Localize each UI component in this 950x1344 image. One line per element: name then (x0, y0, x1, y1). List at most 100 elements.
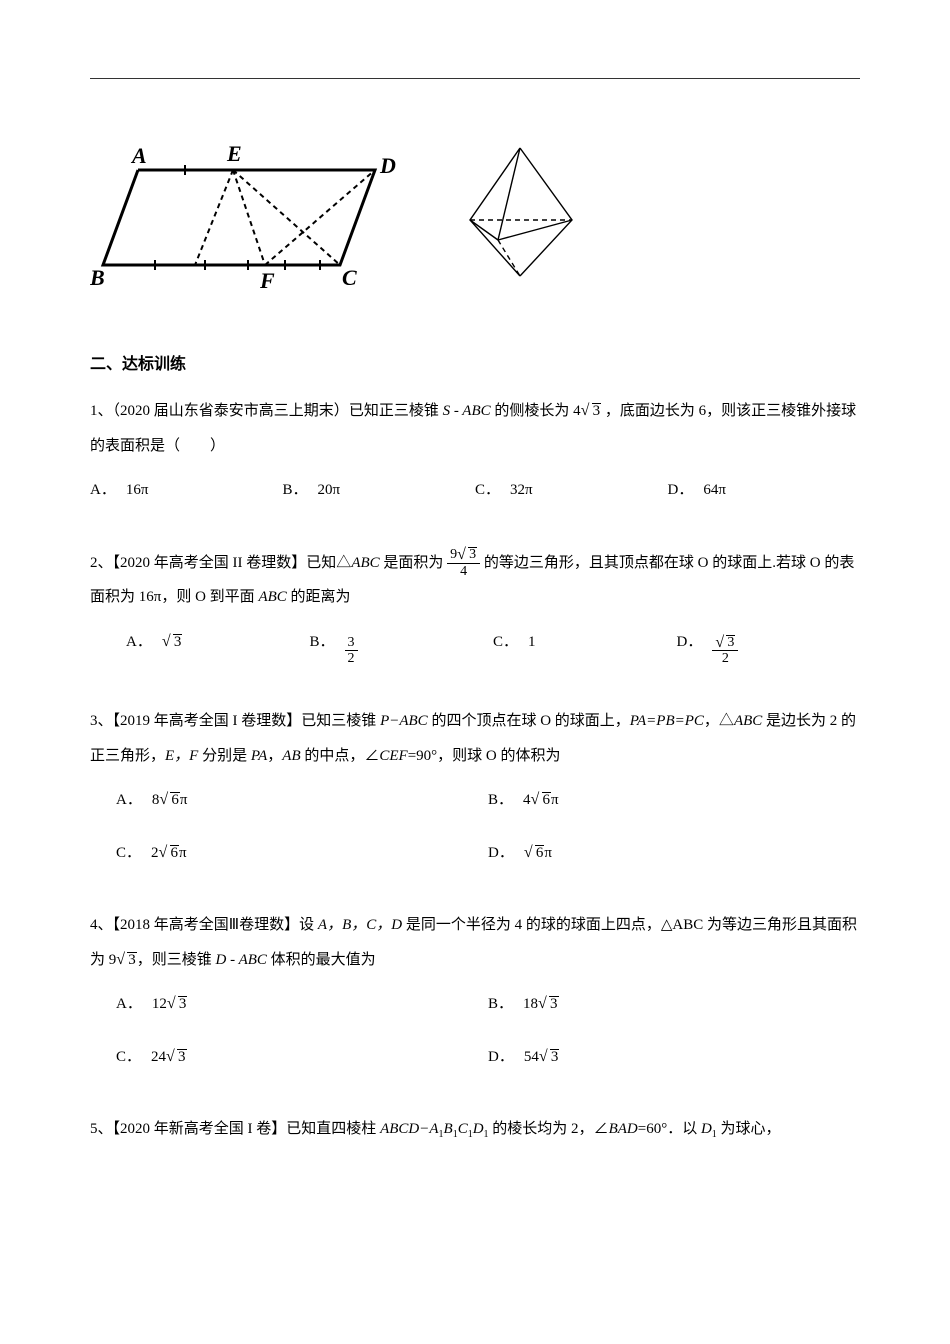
coef: 54 (524, 1049, 539, 1065)
den: 2 (719, 651, 732, 666)
choice-label: B． (310, 625, 335, 660)
source: 2020 年高考全国 II 卷理数 (120, 555, 291, 571)
source: 2020 届山东省泰安市高三上期末 (120, 403, 334, 419)
bracket: 】 (291, 555, 306, 571)
radicand: 6 (535, 845, 545, 861)
abc: ABC (351, 555, 379, 571)
choice-label: A． (126, 625, 152, 660)
ef: E，F (165, 748, 198, 764)
radicand: 3 (177, 1049, 187, 1065)
bracket: 】 (286, 713, 301, 729)
coef: 8 (152, 792, 160, 808)
radicand: 6 (542, 792, 552, 808)
choice-label: C． (493, 625, 518, 660)
choice-label: A． (90, 473, 116, 508)
radicand: 3 (549, 996, 559, 1012)
coef: 24 (151, 1049, 166, 1065)
text: 是面积为 (380, 555, 448, 571)
choice-val: 1 (528, 625, 536, 660)
coef: 4 (523, 792, 531, 808)
bracket: 【 (113, 1121, 121, 1137)
choice-label: D． (677, 625, 703, 660)
label-D: D (379, 153, 396, 178)
radicand: 3 (173, 634, 183, 650)
problem-4: 4、【2018 年高考全国Ⅲ卷理数】设 A，B，C，D 是同一个半径为 4 的球… (90, 908, 860, 1074)
d1: D (701, 1121, 712, 1137)
label-E: E (226, 141, 242, 166)
text: 体积的最大值为 (267, 952, 376, 968)
problem-5-stem: 5、【2020 年新高考全国 I 卷】已知直四棱柱 ABCD−A1B1C1D1 … (90, 1112, 860, 1147)
choice-label: D． (488, 1040, 514, 1075)
bracket: 【 (113, 713, 121, 729)
bracket: 】 (271, 1121, 286, 1137)
coef: 18 (523, 996, 538, 1012)
coef: 12 (152, 996, 167, 1012)
pi: π (551, 792, 559, 808)
abc: ABC (734, 713, 762, 729)
radicand: 3 (726, 635, 735, 650)
choice-label: B． (488, 783, 513, 818)
text: ，△ (704, 713, 734, 729)
den: 4 (457, 564, 470, 579)
ab: AB (282, 748, 300, 764)
coef: 9 (109, 952, 117, 968)
label-F: F (259, 268, 275, 293)
text: ，则 O 到平面 (161, 589, 258, 605)
choices: A．123 B．183 C．243 D．543 (90, 987, 860, 1074)
problem-5: 5、【2020 年新高考全国 I 卷】已知直四棱柱 ABCD−A1B1C1D1 … (90, 1112, 860, 1147)
choice-val: 32π (510, 473, 533, 508)
text: 已知正三棱锥 (349, 403, 443, 419)
pabc: P−ABC (380, 713, 428, 729)
top-rule (90, 78, 860, 79)
choices: A．86π B．46π C．26π D．6π (90, 783, 860, 870)
den: 2 (345, 651, 358, 666)
choice-label: A． (116, 783, 142, 818)
bracket: 【 (113, 555, 121, 571)
choice-label: D． (488, 836, 514, 871)
comma: ， (267, 748, 282, 764)
pi: π (179, 845, 187, 861)
expr: S - ABC (443, 403, 491, 419)
label-C: C (342, 265, 357, 290)
source: 2019 年高考全国 I 卷理数 (120, 713, 286, 729)
choice-val: 64π (703, 473, 726, 508)
radicand: 6 (170, 792, 180, 808)
text: 的棱长均为 2，∠ (489, 1121, 609, 1137)
choices: A．3 B．32 C．1 D．32 (90, 625, 860, 667)
coef: 4 (573, 403, 581, 419)
bracket: 】 (284, 917, 299, 933)
text: 的四个顶点在球 O 的球面上， (428, 713, 630, 729)
text: 的侧棱长为 (491, 403, 574, 419)
text: 已知三棱锥 (301, 713, 380, 729)
problem-1-stem: 1、（2020 届山东省泰安市高三上期末）已知正三棱锥 S - ABC 的侧棱长… (90, 394, 860, 463)
text: 为球心， (717, 1121, 781, 1137)
text: 已知△ (306, 555, 351, 571)
pa: PA (251, 748, 267, 764)
problem-1: 1、（2020 届山东省泰安市高三上期末）已知正三棱锥 S - ABC 的侧棱长… (90, 394, 860, 508)
label-A: A (130, 143, 147, 168)
source: 2020 年新高考全国 I 卷 (120, 1121, 271, 1137)
abc: ABC (258, 589, 286, 605)
choice-label: C． (116, 836, 141, 871)
problem-3: 3、【2019 年高考全国 I 卷理数】已知三棱锥 P−ABC 的四个顶点在球 … (90, 704, 860, 870)
text: 分别是 (198, 748, 251, 764)
bracket: 【 (113, 917, 121, 933)
text: ，则三棱锥 (137, 952, 216, 968)
figure-area: A E D B F C (90, 135, 860, 295)
cef: CEF (379, 748, 407, 764)
problem-2-stem: 2、【2020 年高考全国 II 卷理数】已知△ABC 是面积为 934 的等边… (90, 546, 860, 615)
paren: ） (334, 403, 349, 419)
coef: 2 (151, 845, 159, 861)
pi: π (544, 845, 552, 861)
prism: ABCD−A (380, 1121, 438, 1137)
text: 的中点，∠ (301, 748, 380, 764)
section-heading: 二、达标训练 (90, 350, 860, 374)
text: 的距离为 (287, 589, 351, 605)
q-num: 2、 (90, 555, 113, 571)
num: 3 (345, 635, 358, 651)
radicand: 3 (550, 1049, 560, 1065)
radicand: 6 (170, 845, 180, 861)
radicand: 3 (127, 952, 137, 968)
points: A，B，C，D (318, 917, 402, 933)
label-B: B (90, 265, 105, 290)
